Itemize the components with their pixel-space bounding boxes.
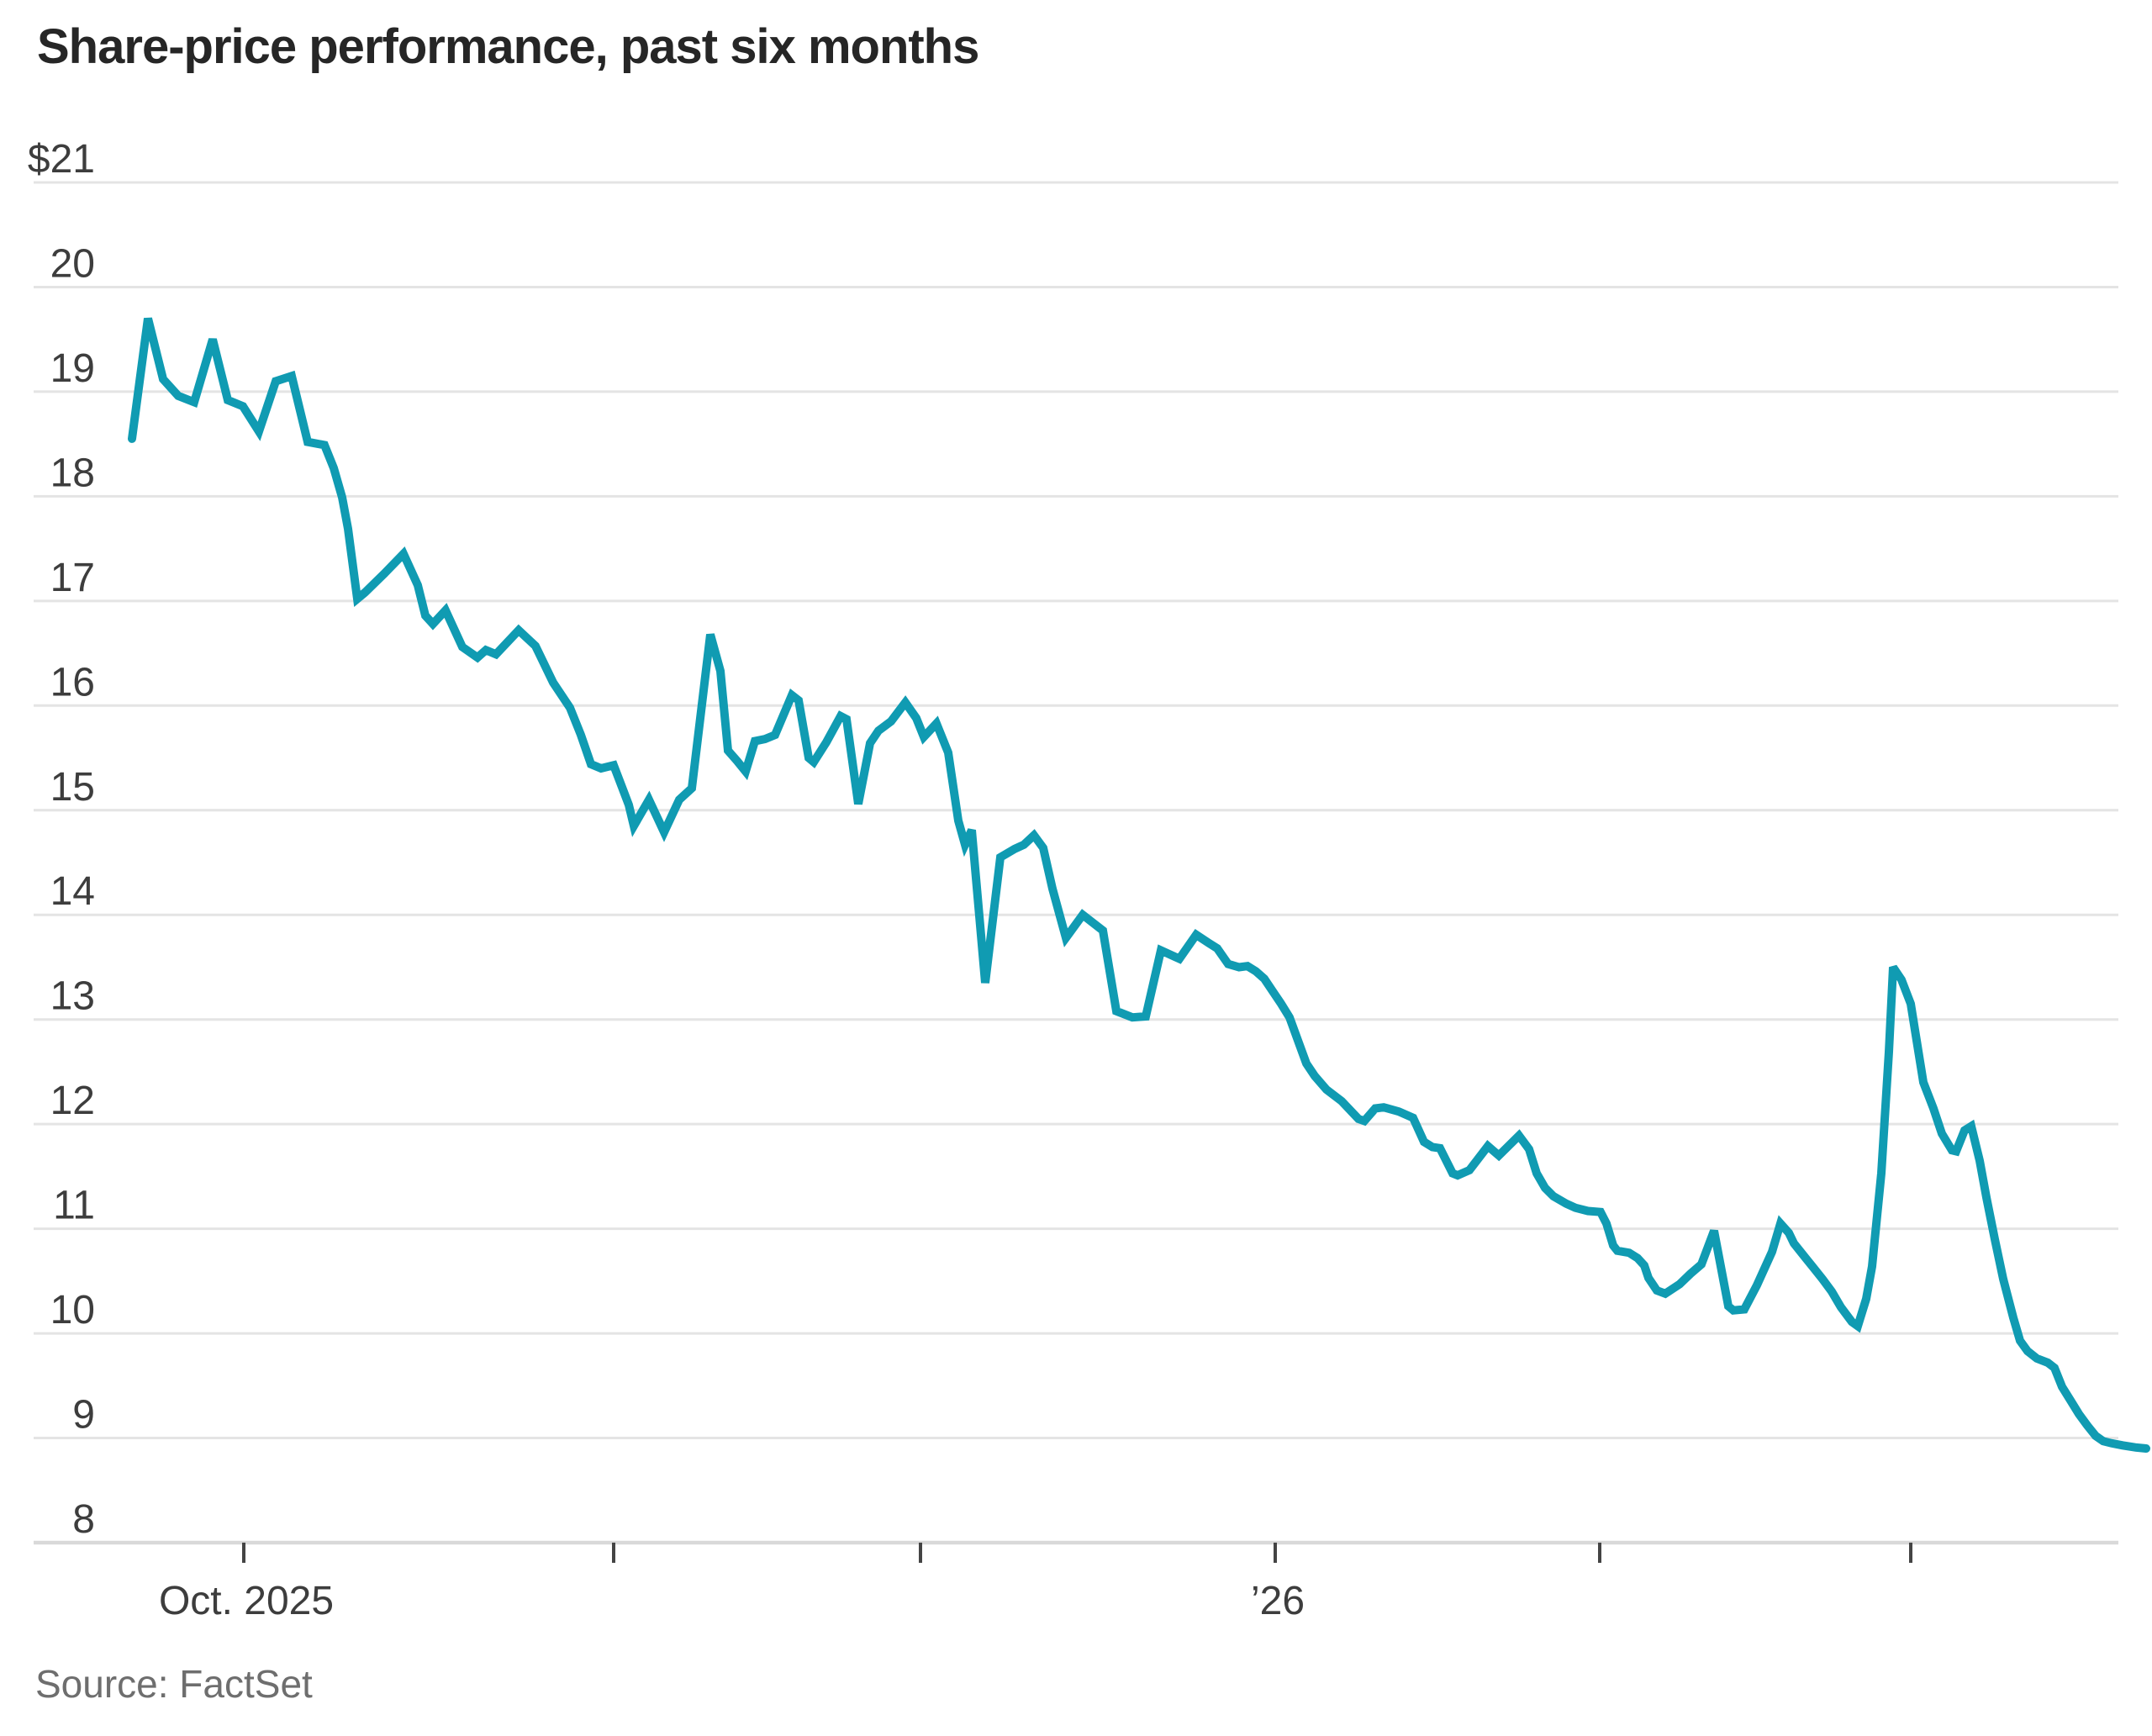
y-axis-label: 20 [50,241,95,286]
y-axis-label: 11 [53,1184,95,1228]
y-axis-label: 14 [50,869,95,914]
y-axis-label: 18 [50,451,95,495]
y-axis-label: 9 [72,1393,95,1438]
y-axis-label: 12 [50,1079,95,1123]
y-axis-label: 17 [50,556,95,600]
y-axis-label: 16 [50,660,95,704]
y-axis-label: 8 [72,1497,95,1542]
y-axis-label: 10 [50,1288,95,1332]
y-axis-label: 13 [50,974,95,1019]
chart-title: Share-price performance, past six months [37,19,979,74]
y-axis-label: 15 [50,765,95,810]
price-line [128,317,2150,1453]
x-axis-label: ’26 [1251,1579,1305,1623]
x-axis-label: Oct. 2025 [159,1579,334,1623]
source-note: Source: FactSet [35,1662,313,1706]
y-axis-label: $21 [28,137,95,182]
y-axis-label: 19 [50,346,95,391]
